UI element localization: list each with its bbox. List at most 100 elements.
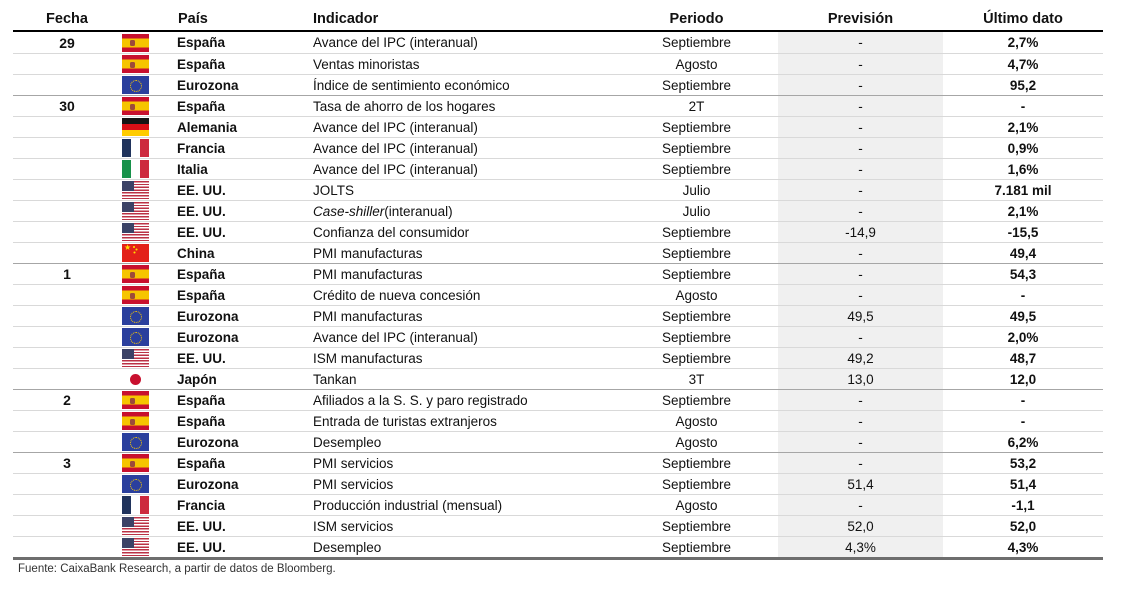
forecast-cell: - <box>778 138 943 158</box>
indicator-text: Entrada de turistas extranjeros <box>313 413 497 429</box>
latest-cell: - <box>1020 413 1026 429</box>
indicator-cell: PMI manufacturas <box>310 264 615 284</box>
indicator-cell: Desempleo <box>310 537 615 557</box>
period-cell: 2T <box>688 98 705 114</box>
date-cell <box>13 474 121 494</box>
forecast-cell: 51,4 <box>778 474 943 494</box>
latest-cell: - <box>1020 98 1026 114</box>
forecast-cell: - <box>778 243 943 263</box>
date-cell <box>13 306 121 326</box>
column-header-pais: País <box>178 10 208 27</box>
table-row: Eurozona Desempleo Agosto - 6,2% <box>13 431 1103 452</box>
date-cell <box>13 411 121 431</box>
latest-cell: 51,4 <box>1009 476 1037 492</box>
indicator-cell: Avance del IPC (interanual) <box>310 117 615 137</box>
country-cell: Japón <box>177 371 217 387</box>
country-cell: Francia <box>177 140 226 156</box>
indicator-text: Desempleo <box>313 434 382 450</box>
indicator-cell: PMI servicios <box>310 453 615 473</box>
table-row: Francia Avance del IPC (interanual) Sept… <box>13 137 1103 158</box>
indicator-cell: Avance del IPC (interanual) <box>310 159 615 179</box>
economic-calendar-table: Fecha País Indicador Periodo Previsión Ú… <box>13 7 1103 560</box>
forecast-cell: - <box>778 285 943 305</box>
forecast-cell: - <box>778 32 943 53</box>
flag-cell <box>121 411 177 431</box>
date-cell <box>13 180 121 200</box>
period-cell: Agosto <box>675 287 718 303</box>
flag-cell <box>121 264 177 284</box>
forecast-cell: - <box>778 495 943 515</box>
flag-cell <box>121 390 177 410</box>
indicator-text: Confianza del consumidor <box>313 224 470 240</box>
latest-cell: 49,4 <box>1009 245 1037 261</box>
flag-icon-eu <box>122 475 149 493</box>
latest-cell: 95,2 <box>1009 77 1037 93</box>
source-note: Fuente: CaixaBank Research, a partir de … <box>18 563 336 575</box>
latest-cell: 7.181 mil <box>994 182 1052 198</box>
flag-cell <box>121 327 177 347</box>
indicator-cell: PMI servicios <box>310 474 615 494</box>
forecast-cell: 52,0 <box>778 516 943 536</box>
forecast-cell: - <box>778 432 943 452</box>
indicator-cell: ISM servicios <box>310 516 615 536</box>
flag-cell <box>121 348 177 368</box>
indicator-cell: Tasa de ahorro de los hogares <box>310 96 615 116</box>
table-row: EE. UU. Desempleo Septiembre 4,3% 4,3% <box>13 536 1103 557</box>
flag-cell <box>121 75 177 95</box>
indicator-text: Crédito de nueva concesión <box>313 287 481 303</box>
forecast-cell: - <box>778 180 943 200</box>
indicator-text: Tasa de ahorro de los hogares <box>313 98 496 114</box>
table-row: EE. UU. ISM servicios Septiembre 52,0 52… <box>13 515 1103 536</box>
date-cell <box>13 138 121 158</box>
latest-cell: 2,1% <box>1007 203 1039 219</box>
country-cell: EE. UU. <box>177 518 226 534</box>
latest-cell: 53,2 <box>1009 455 1037 471</box>
country-cell: España <box>177 98 226 114</box>
date-cell: 1 <box>63 266 71 282</box>
indicator-cell: Avance del IPC (interanual) <box>310 138 615 158</box>
forecast-cell: 4,3% <box>778 537 943 557</box>
date-cell <box>13 159 121 179</box>
date-cell: 30 <box>59 98 75 114</box>
period-cell: Septiembre <box>661 392 732 408</box>
flag-cell <box>121 243 177 263</box>
indicator-text: Avance del IPC (interanual) <box>313 329 478 345</box>
date-cell <box>13 201 121 221</box>
forecast-cell: - <box>778 96 943 116</box>
country-cell: España <box>177 392 226 408</box>
table-row: Eurozona Índice de sentimiento económico… <box>13 74 1103 95</box>
flag-cell <box>121 32 177 53</box>
period-cell: Julio <box>682 182 711 198</box>
flag-cell <box>121 54 177 74</box>
period-cell: Septiembre <box>661 539 732 555</box>
date-cell <box>13 327 121 347</box>
table-row: EE. UU. Case-shiller (interanual) Julio … <box>13 200 1103 221</box>
forecast-cell: - <box>778 264 943 284</box>
indicator-text: Avance del IPC (interanual) <box>313 161 478 177</box>
date-cell <box>13 54 121 74</box>
table-row: China PMI manufacturas Septiembre - 49,4 <box>13 242 1103 263</box>
period-cell: Septiembre <box>661 77 732 93</box>
flag-cell <box>121 138 177 158</box>
period-cell: Agosto <box>675 413 718 429</box>
flag-icon-es <box>122 55 149 73</box>
period-cell: Septiembre <box>661 140 732 156</box>
latest-cell: 52,0 <box>1009 518 1037 534</box>
flag-icon-fr <box>122 139 149 157</box>
table-row: España Ventas minoristas Agosto - 4,7% <box>13 53 1103 74</box>
indicator-text: ISM manufacturas <box>313 350 423 366</box>
country-cell: España <box>177 35 226 50</box>
latest-cell: - <box>1020 287 1026 303</box>
date-cell <box>13 369 121 389</box>
table-row: 3 España PMI servicios Septiembre - 53,2 <box>13 452 1103 473</box>
country-cell: EE. UU. <box>177 224 226 240</box>
flag-cell <box>121 285 177 305</box>
indicator-text: Afiliados a la S. S. y paro registrado <box>313 392 528 408</box>
period-cell: Agosto <box>675 56 718 72</box>
country-cell: Francia <box>177 497 226 513</box>
flag-icon-eu <box>122 433 149 451</box>
table-row: España Crédito de nueva concesión Agosto… <box>13 284 1103 305</box>
period-cell: Septiembre <box>661 224 732 240</box>
flag-icon-us <box>122 223 149 241</box>
latest-cell: 4,3% <box>1007 539 1039 555</box>
